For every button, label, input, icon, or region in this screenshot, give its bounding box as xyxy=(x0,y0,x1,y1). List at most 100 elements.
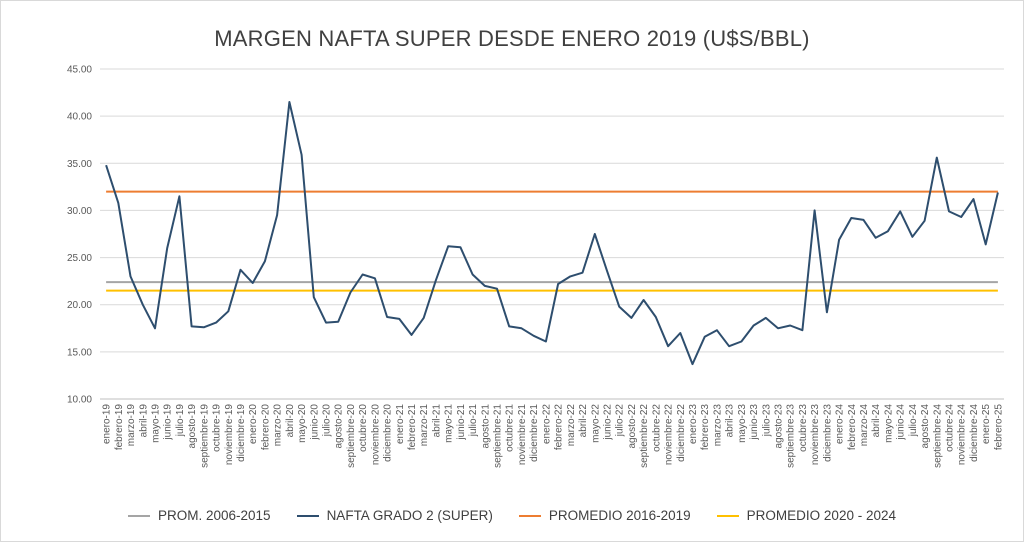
x-tick-label: febrero-20 xyxy=(260,404,271,451)
x-tick-label: octubre-20 xyxy=(358,404,369,452)
x-tick-label: enero-21 xyxy=(395,404,406,444)
y-tick-label: 45.00 xyxy=(67,65,92,76)
legend-item-nafta-grado-2: NAFTA GRADO 2 (SUPER) xyxy=(296,508,493,523)
legend-swatch-blue xyxy=(296,514,319,517)
x-tick-label: junio-20 xyxy=(309,404,320,441)
y-tick-label: 30.00 xyxy=(67,206,92,217)
x-tick-label: agosto-20 xyxy=(334,404,345,449)
x-tick-label: febrero-19 xyxy=(114,404,125,451)
x-tick-label: enero-25 xyxy=(981,404,992,444)
x-tick-label: abril-19 xyxy=(138,404,149,438)
x-tick-label: marzo-19 xyxy=(126,404,137,447)
x-tick-label: agosto-22 xyxy=(627,404,638,449)
x-tick-label: agosto-19 xyxy=(187,404,198,449)
y-tick-label: 15.00 xyxy=(67,347,92,358)
x-tick-label: noviembre-24 xyxy=(957,404,968,466)
x-tick-label: marzo-22 xyxy=(566,404,577,447)
x-tick-label: abril-22 xyxy=(578,404,589,438)
x-tick-label: noviembre-22 xyxy=(664,404,675,466)
x-tick-label: junio-24 xyxy=(896,404,907,441)
legend-label: PROMEDIO 2016-2019 xyxy=(548,508,691,523)
legend-item-promedio-2016-2019: PROMEDIO 2016-2019 xyxy=(518,508,691,523)
x-tick-label: junio-23 xyxy=(749,404,760,441)
x-tick-label: enero-19 xyxy=(102,404,113,444)
x-tick-label: diciembre-19 xyxy=(236,404,247,462)
legend-item-prom-2006-2015: PROM. 2006-2015 xyxy=(128,508,271,523)
x-tick-label: octubre-24 xyxy=(945,404,956,452)
x-tick-label: marzo-21 xyxy=(419,404,430,447)
legend-item-promedio-2020-2024: PROMEDIO 2020 - 2024 xyxy=(716,508,896,523)
x-tick-label: marzo-20 xyxy=(273,404,284,447)
y-tick-label: 20.00 xyxy=(67,300,92,311)
x-tick-label: diciembre-23 xyxy=(822,404,833,462)
y-tick-label: 35.00 xyxy=(67,159,92,170)
x-tick-label: noviembre-23 xyxy=(810,404,821,466)
x-tick-label: enero-24 xyxy=(835,404,846,444)
x-tick-label: enero-22 xyxy=(541,404,552,444)
x-tick-label: noviembre-19 xyxy=(224,404,235,466)
x-tick-label: mayo-19 xyxy=(150,404,161,443)
series-line-nafta-grado-2-super xyxy=(105,101,999,366)
legend-label: PROM. 2006-2015 xyxy=(158,508,271,523)
x-tick-label: diciembre-20 xyxy=(383,404,394,462)
legend-swatch-yellow xyxy=(716,514,739,517)
x-tick-label: abril-24 xyxy=(871,404,882,438)
x-tick-label: septiembre-21 xyxy=(493,404,504,468)
x-tick-label: diciembre-22 xyxy=(676,404,687,462)
x-tick-label: julio-20 xyxy=(322,404,333,438)
x-tick-label: julio-19 xyxy=(175,404,186,438)
x-tick-label: febrero-23 xyxy=(700,404,711,451)
x-tick-label: julio-23 xyxy=(761,404,772,438)
x-tick-label: junio-21 xyxy=(456,404,467,441)
x-axis: enero-19 febrero-19 marzo-19 abril-19 mayo-1… xyxy=(100,398,1004,468)
x-tick-label: enero-23 xyxy=(688,404,699,444)
legend-swatch-gray xyxy=(128,514,150,517)
x-tick-label: octubre-21 xyxy=(505,404,516,452)
x-tick-label: septiembre-20 xyxy=(346,404,357,468)
x-tick-label: febrero-24 xyxy=(847,404,858,451)
y-tick-label: 25.00 xyxy=(67,253,92,264)
x-tick-label: mayo-20 xyxy=(297,404,308,443)
x-tick-label: febrero-22 xyxy=(554,404,565,451)
x-tick-label: febrero-25 xyxy=(993,404,1004,451)
x-tick-label: septiembre-24 xyxy=(932,404,943,468)
x-tick-label: octubre-23 xyxy=(798,404,809,452)
x-tick-label: agosto-24 xyxy=(920,404,931,449)
x-tick-label: marzo-24 xyxy=(859,404,870,447)
x-tick-label: diciembre-21 xyxy=(529,404,540,462)
x-tick-label: julio-24 xyxy=(908,404,919,438)
x-tick-label: noviembre-21 xyxy=(517,404,528,466)
x-tick-label: junio-22 xyxy=(602,404,613,441)
x-tick-label: septiembre-19 xyxy=(199,404,210,468)
y-tick-label: 40.00 xyxy=(67,112,92,123)
x-tick-label: diciembre-24 xyxy=(969,404,980,462)
x-tick-label: abril-23 xyxy=(725,404,736,438)
x-tick-label: febrero-21 xyxy=(407,404,418,451)
y-axis-ticks: 10.00 15.00 20.00 25.00 30.00 35.00 40.00 45.00 xyxy=(67,65,92,406)
y-tick-label: 10.00 xyxy=(67,395,92,406)
x-tick-label: julio-21 xyxy=(468,404,479,438)
x-tick-label: mayo-23 xyxy=(737,404,748,443)
series-lines xyxy=(105,101,999,366)
x-tick-label: septiembre-23 xyxy=(786,404,797,468)
legend-swatch-orange xyxy=(518,514,541,517)
legend-label: PROMEDIO 2020 - 2024 xyxy=(746,508,896,523)
x-tick-label: junio-19 xyxy=(163,404,174,441)
x-tick-label: abril-20 xyxy=(285,404,296,438)
x-tick-label: octubre-22 xyxy=(651,404,662,452)
x-tick-label: enero-20 xyxy=(248,404,259,444)
x-tick-label: mayo-21 xyxy=(444,404,455,443)
chart-title: MARGEN NAFTA SUPER DESDE ENERO 2019 (U$S… xyxy=(214,26,810,51)
x-tick-label: julio-22 xyxy=(615,404,626,438)
gridlines xyxy=(100,68,1004,353)
legend-label: NAFTA GRADO 2 (SUPER) xyxy=(326,508,493,523)
legend: PROM. 2006-2015 NAFTA GRADO 2 (SUPER) PR… xyxy=(0,508,1024,523)
x-tick-label: agosto-23 xyxy=(774,404,785,449)
x-tick-label: octubre-19 xyxy=(212,404,223,452)
x-tick-label: agosto-21 xyxy=(480,404,491,449)
x-tick-label: marzo-23 xyxy=(712,404,723,447)
x-tick-label: abril-21 xyxy=(431,404,442,438)
x-tick-label: septiembre-22 xyxy=(639,404,650,468)
